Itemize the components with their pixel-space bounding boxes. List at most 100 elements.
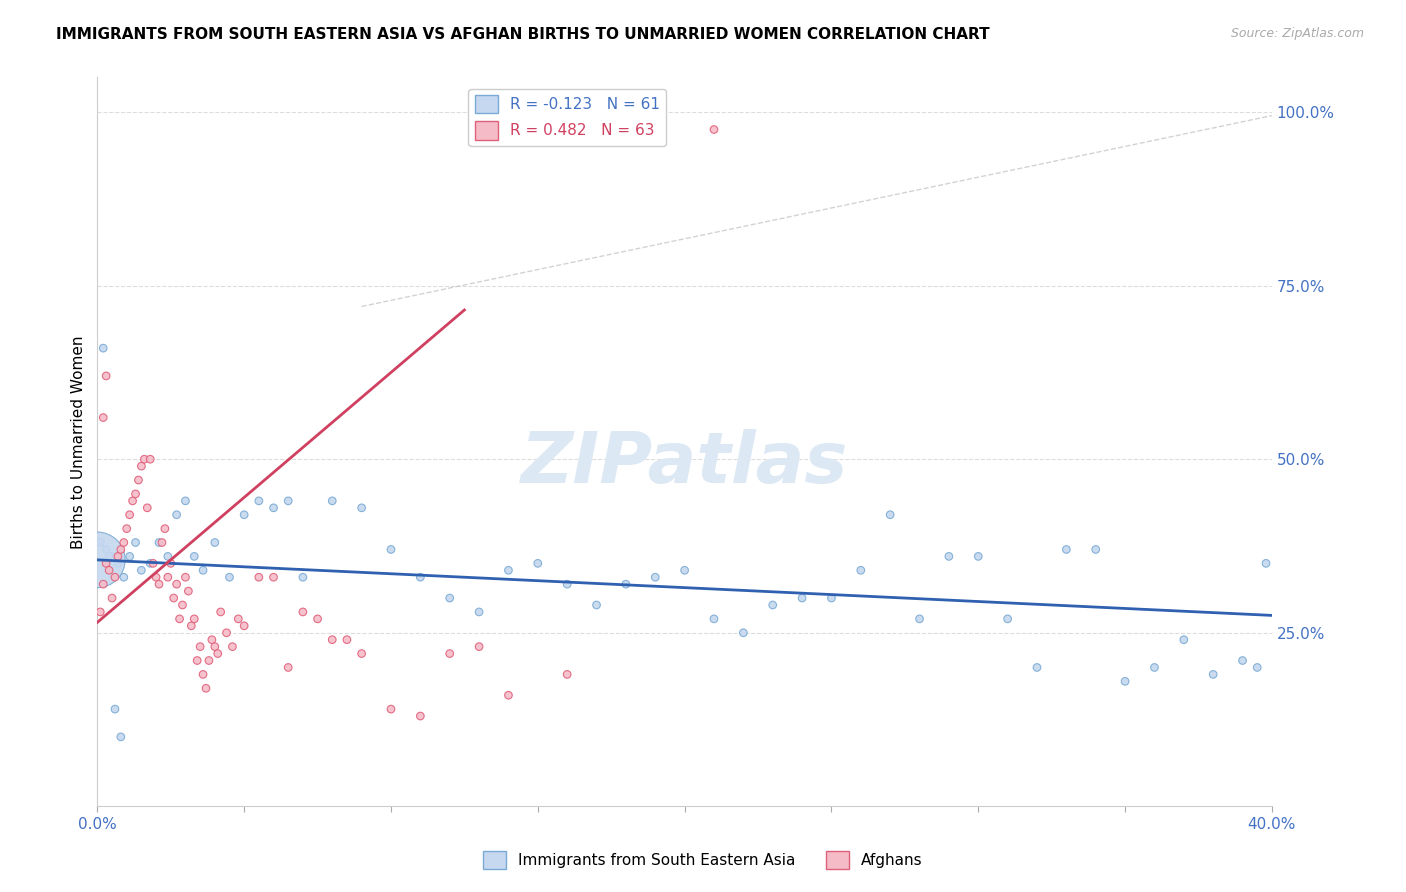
Point: [110, 542, 132, 557]
Point: [762, 598, 785, 612]
Point: [104, 570, 127, 584]
Point: [201, 632, 224, 647]
Y-axis label: Births to Unmarried Women: Births to Unmarried Women: [72, 335, 86, 549]
Point: [498, 563, 520, 577]
Point: [967, 549, 990, 564]
Point: [159, 557, 181, 571]
Point: [124, 535, 146, 549]
Point: [673, 563, 696, 577]
Text: ZIPatlas: ZIPatlas: [522, 429, 848, 499]
Point: [204, 640, 226, 654]
Point: [98, 549, 121, 564]
Text: Source: ZipAtlas.com: Source: ZipAtlas.com: [1230, 27, 1364, 40]
Point: [409, 570, 432, 584]
Point: [233, 508, 256, 522]
Point: [96, 557, 118, 571]
Point: [131, 459, 153, 474]
Point: [938, 549, 960, 564]
Point: [174, 570, 197, 584]
Point: [150, 535, 173, 549]
Point: [908, 612, 931, 626]
Point: [183, 612, 205, 626]
Point: [142, 557, 165, 571]
Point: [124, 487, 146, 501]
Point: [198, 653, 221, 667]
Point: [733, 625, 755, 640]
Point: [195, 681, 218, 696]
Point: [380, 702, 402, 716]
Point: [104, 702, 127, 716]
Point: [585, 598, 607, 612]
Point: [468, 605, 491, 619]
Point: [1254, 557, 1277, 571]
Point: [121, 494, 143, 508]
Point: [1054, 542, 1077, 557]
Point: [163, 591, 186, 605]
Point: [1114, 674, 1136, 689]
Point: [156, 549, 179, 564]
Point: [169, 612, 191, 626]
Legend: Immigrants from South Eastern Asia, Afghans: Immigrants from South Eastern Asia, Afgh…: [477, 845, 929, 875]
Point: [703, 612, 725, 626]
Point: [439, 591, 461, 605]
Point: [91, 341, 114, 355]
Point: [1246, 660, 1268, 674]
Point: [127, 473, 149, 487]
Point: [291, 570, 314, 584]
Point: [115, 522, 138, 536]
Point: [188, 640, 211, 654]
Point: [136, 500, 159, 515]
Point: [380, 542, 402, 557]
Point: [96, 368, 118, 383]
Point: [439, 647, 461, 661]
Point: [221, 640, 243, 654]
Point: [134, 452, 156, 467]
Point: [91, 577, 114, 591]
Point: [277, 660, 299, 674]
Point: [112, 535, 135, 549]
Point: [112, 570, 135, 584]
Point: [1026, 660, 1049, 674]
Point: [101, 591, 124, 605]
Point: [336, 632, 359, 647]
Point: [89, 605, 111, 619]
Point: [186, 653, 208, 667]
Point: [191, 563, 214, 577]
Point: [191, 667, 214, 681]
Point: [1173, 632, 1195, 647]
Point: [226, 612, 249, 626]
Point: [110, 730, 132, 744]
Point: [101, 549, 124, 564]
Point: [555, 667, 578, 681]
Point: [644, 570, 666, 584]
Point: [118, 549, 141, 564]
Point: [1232, 653, 1254, 667]
Point: [118, 508, 141, 522]
Point: [180, 619, 202, 633]
Point: [207, 647, 229, 661]
Point: [527, 557, 550, 571]
Point: [291, 605, 314, 619]
Point: [263, 570, 285, 584]
Point: [172, 598, 194, 612]
Legend: R = -0.123   N = 61, R = 0.482   N = 63: R = -0.123 N = 61, R = 0.482 N = 63: [468, 88, 666, 146]
Point: [166, 508, 188, 522]
Point: [820, 591, 842, 605]
Point: [183, 549, 205, 564]
Point: [131, 563, 153, 577]
Point: [139, 557, 162, 571]
Point: [247, 570, 270, 584]
Point: [997, 612, 1019, 626]
Point: [107, 549, 129, 564]
Point: [91, 410, 114, 425]
Point: [703, 122, 725, 136]
Point: [247, 494, 270, 508]
Point: [409, 709, 432, 723]
Point: [166, 577, 188, 591]
Point: [107, 557, 129, 571]
Point: [177, 584, 200, 599]
Point: [1202, 667, 1225, 681]
Point: [215, 625, 238, 640]
Point: [321, 632, 343, 647]
Point: [233, 619, 256, 633]
